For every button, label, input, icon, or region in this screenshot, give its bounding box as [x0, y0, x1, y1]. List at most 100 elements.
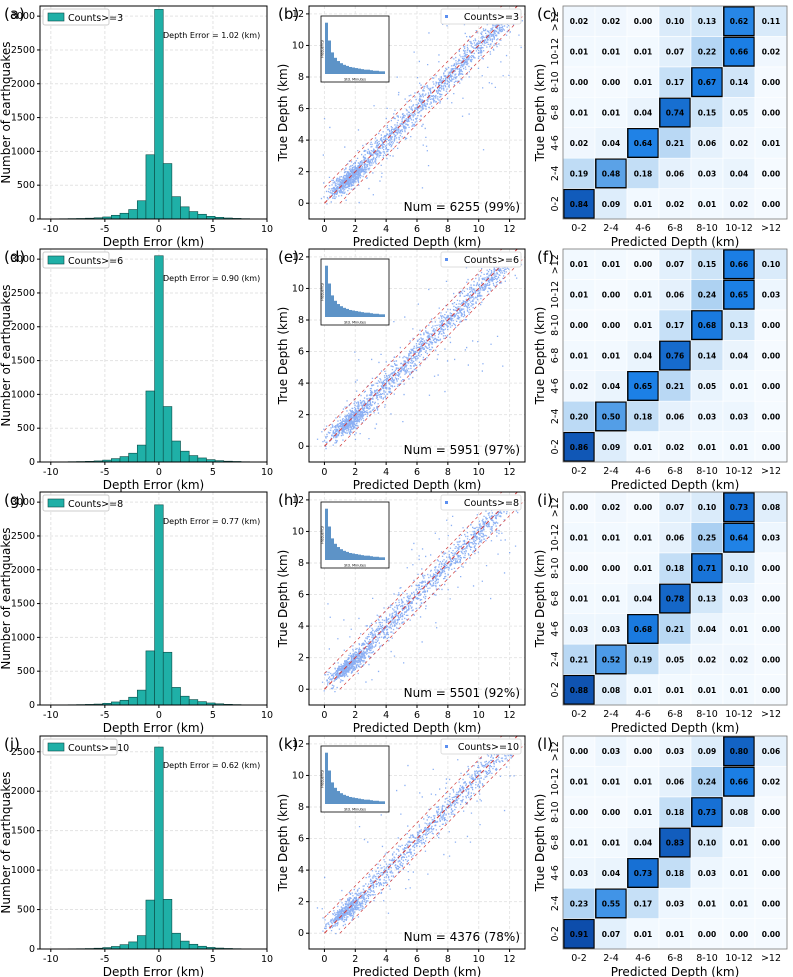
- matrix-cell: [594, 66, 628, 98]
- inset-bar: [343, 64, 346, 74]
- inset-bar: [379, 314, 382, 317]
- inset-bar: [361, 312, 364, 317]
- y-tick-label: 1500: [11, 356, 35, 367]
- y-tick-label: 2000: [11, 565, 35, 576]
- y-tick-label: 6: [298, 347, 304, 358]
- matrix-cell-value: 0.01: [634, 808, 653, 817]
- inset-bar: [331, 295, 334, 317]
- inset-bar: [376, 70, 379, 74]
- y-tick-label: 1500: [11, 599, 35, 610]
- matrix-cell-value: 0.00: [570, 747, 589, 756]
- matrix-cell-value: 0.00: [762, 382, 781, 391]
- matrix-cell-value: 0.02: [666, 200, 685, 209]
- x-tick-label: -10: [43, 954, 59, 965]
- inset-bar: [364, 69, 367, 74]
- y-tick-label: 3000: [11, 11, 35, 22]
- y-tick-label: 2: [298, 410, 304, 421]
- matrix-cell-value: 0.02: [602, 17, 621, 26]
- histogram-bar: [197, 213, 207, 220]
- y-axis-label: Number of earthquakes: [0, 771, 13, 913]
- matrix-cell-value: 0.17: [666, 78, 685, 87]
- x-tick-label: 10: [261, 954, 273, 965]
- matrix-cell: [658, 735, 692, 767]
- matrix-cell: [722, 339, 756, 372]
- matrix-cell-value: 0.03: [666, 747, 685, 756]
- matrix-cell-value: 0.01: [602, 352, 621, 361]
- matrix-cell-value: 0.17: [666, 321, 685, 330]
- matrix-cell: [626, 552, 660, 584]
- matrix-cell: [594, 309, 628, 341]
- x-tick-label: 10-12: [725, 466, 753, 477]
- inset-bar: [325, 508, 328, 560]
- matrix-cell-value: 0.04: [730, 169, 749, 178]
- matrix-cell: [690, 339, 724, 372]
- inset-bar: [343, 307, 346, 317]
- matrix-cell: [594, 643, 628, 675]
- histogram-bar: [171, 196, 181, 220]
- matrix-cell-value: 0.04: [602, 869, 621, 878]
- matrix-cell-value: 0.01: [634, 534, 653, 543]
- matrix-cell: [562, 857, 596, 889]
- inset-bar: [352, 310, 355, 317]
- y-tick-label: 0: [29, 700, 35, 711]
- panel-label: (a): [4, 5, 25, 23]
- legend-box: [440, 8, 522, 25]
- x-tick-label: 10-12: [725, 223, 753, 234]
- matrix-cell: [690, 5, 724, 37]
- matrix-cell-value: 0.01: [634, 564, 653, 573]
- y-tick-label: 2000: [11, 79, 35, 90]
- y-tick-label: 10-12: [550, 281, 561, 309]
- cell-highlight: [691, 66, 723, 98]
- y-tick-label: 12: [292, 252, 304, 263]
- cell-highlight: [723, 492, 755, 523]
- panel-label: (e): [278, 248, 299, 266]
- matrix-cell-value: 0.06: [666, 169, 685, 178]
- matrix-cell-value: 0.10: [762, 260, 781, 269]
- identity-line: [324, 736, 518, 934]
- panel-label: (d): [4, 248, 25, 266]
- matrix-cell-value: 0.06: [666, 412, 685, 421]
- x-tick-label: 8-10: [696, 223, 718, 234]
- histogram-bar: [145, 650, 155, 706]
- matrix-cell-value: 0.74: [666, 109, 685, 118]
- matrix-cell-value: 0.10: [730, 564, 749, 573]
- matrix-cell-value: 0.09: [698, 747, 717, 756]
- identity-line: [324, 492, 518, 690]
- x-tick-label: >12: [761, 709, 781, 720]
- matrix-cell-value: 0.01: [570, 778, 589, 787]
- y-tick-label: 2: [298, 653, 304, 664]
- inset-bar: [355, 311, 358, 317]
- legend-swatch: [47, 12, 65, 22]
- matrix-cell-value: 0.00: [762, 200, 781, 209]
- inset-bar: [334, 300, 337, 317]
- matrix-cell-value: 0.18: [666, 808, 685, 817]
- inset-bar: [343, 550, 346, 560]
- matrix-cell: [594, 826, 628, 859]
- histogram-bar: [136, 689, 147, 706]
- matrix-cell: [754, 309, 788, 341]
- matrix-cell-value: 0.80: [730, 747, 749, 756]
- matrix-cell: [690, 66, 724, 98]
- x-tick-label: 8: [445, 467, 451, 478]
- legend-marker: [445, 745, 448, 748]
- matrix-cell-value: 0.00: [570, 78, 589, 87]
- matrix-cell: [626, 613, 660, 645]
- matrix-cell-value: 0.73: [698, 808, 717, 817]
- inset-bar: [364, 312, 367, 317]
- inset-x-label: Std. Minutes: [344, 321, 366, 325]
- matrix-cell-value: 0.00: [634, 17, 653, 26]
- inset-bar: [325, 22, 328, 74]
- inset-bar: [376, 556, 379, 560]
- matrix-cell-value: 0.04: [602, 139, 621, 148]
- plot-frame: [39, 5, 268, 220]
- y-tick-label: 6-8: [550, 835, 561, 851]
- cell-highlight: [691, 309, 723, 341]
- matrix-cell: [594, 5, 628, 37]
- matrix-cell-value: 0.01: [602, 778, 621, 787]
- y-tick-label: 2500: [11, 45, 35, 56]
- x-tick-label: 4: [383, 224, 389, 235]
- matrix-cell-value: 0.21: [666, 382, 685, 391]
- matrix-cell-value: 0.14: [730, 78, 749, 87]
- matrix-cell: [754, 735, 788, 767]
- matrix-cell: [658, 582, 692, 615]
